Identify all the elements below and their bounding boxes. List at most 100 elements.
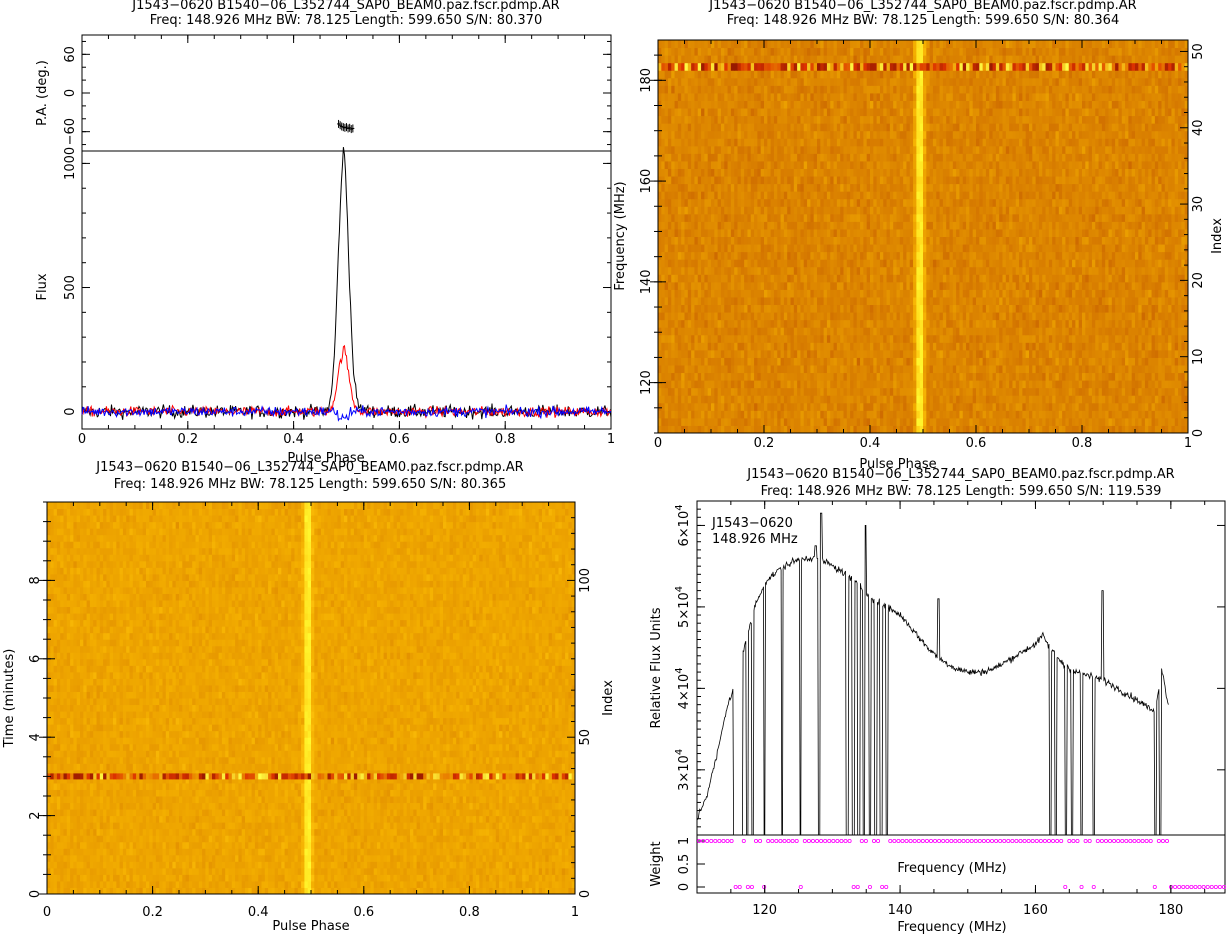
heatmap-cell	[694, 281, 699, 290]
heatmap-cell	[727, 236, 732, 245]
heatmap-cell	[999, 349, 1003, 358]
heatmap-cell	[906, 372, 911, 381]
heatmap-cell	[813, 357, 818, 366]
heatmap-cell	[1065, 244, 1070, 253]
heatmap-cell	[1052, 387, 1056, 396]
heatmap-cell	[717, 289, 722, 298]
heatmap-cell	[674, 281, 679, 290]
heatmap-cell	[1181, 236, 1186, 245]
heatmap-cell	[1052, 296, 1056, 306]
heatmap-cell	[764, 327, 768, 336]
heatmap-cell	[926, 251, 931, 260]
heatmap-cell	[750, 402, 755, 411]
heatmap-cell	[909, 281, 914, 290]
heatmap-cell	[896, 228, 901, 237]
heatmap-cell	[747, 349, 752, 358]
heatmap-cell	[946, 334, 950, 343]
heatmap-cell	[896, 410, 901, 419]
heatmap-cell	[740, 349, 745, 358]
heatmap-cell	[883, 296, 888, 306]
heatmap-cell	[1141, 251, 1146, 260]
heatmap-cell	[1095, 342, 1100, 351]
heatmap-cell	[826, 281, 831, 290]
heatmap-cell	[747, 425, 752, 434]
heatmap-cell	[956, 274, 960, 283]
heatmap-cell	[737, 334, 742, 343]
heatmap-cell	[1091, 251, 1096, 260]
heatmap-cell	[1042, 319, 1047, 328]
heatmap-cell	[1121, 236, 1126, 245]
heatmap-cell	[1048, 274, 1053, 283]
heatmap-cell	[886, 334, 891, 343]
heatmap-cell	[790, 334, 795, 343]
heatmap-cell	[1158, 410, 1162, 419]
heatmap-cell	[886, 259, 891, 268]
heatmap-cell	[767, 281, 772, 290]
heatmap-cell	[840, 312, 844, 321]
heatmap-cell	[1174, 327, 1179, 336]
heatmap-cell	[883, 357, 888, 366]
heatmap-cell	[800, 342, 805, 351]
heatmap-cell	[734, 213, 738, 222]
heatmap-cell	[691, 342, 695, 351]
heatmap-cell	[661, 319, 666, 328]
heatmap-cell	[939, 304, 944, 313]
heatmap-cell	[734, 296, 738, 306]
heatmap-cell	[1025, 417, 1030, 426]
heatmap-cell	[850, 342, 854, 351]
heatmap-cell	[1148, 244, 1153, 253]
heatmap-cell	[1131, 274, 1136, 283]
heatmap-cell	[800, 206, 805, 215]
heatmap-cell	[826, 334, 831, 343]
heatmap-cell	[903, 296, 907, 306]
heatmap-cell	[962, 266, 967, 275]
heatmap-cell	[1062, 221, 1066, 230]
heatmap-cell	[777, 213, 782, 222]
heatmap-cell	[1105, 342, 1109, 351]
heatmap-cell	[1171, 228, 1176, 237]
heatmap-cell	[1164, 244, 1169, 253]
heatmap-cell	[1048, 312, 1053, 321]
heatmap-cell	[1085, 342, 1090, 351]
heatmap-cell	[830, 319, 835, 328]
heatmap-cell	[995, 425, 1000, 434]
heatmap-cell	[691, 327, 695, 336]
heatmap-cell	[860, 327, 864, 336]
heatmap-cell	[1095, 274, 1100, 283]
heatmap-cell	[797, 259, 801, 268]
heatmap-cell	[681, 213, 685, 222]
heatmap-cell	[1045, 221, 1050, 230]
heatmap-cell	[1045, 372, 1050, 381]
heatmap-cell	[916, 274, 921, 283]
heatmap-cell	[1184, 349, 1189, 358]
heatmap-cell	[674, 236, 679, 245]
heatmap-cell	[883, 213, 888, 222]
heatmap-cell	[737, 364, 742, 374]
heatmap-cell	[737, 327, 742, 336]
heatmap-cell	[896, 319, 901, 328]
heatmap-cell	[1168, 228, 1172, 237]
heatmap-cell	[1125, 319, 1129, 328]
heatmap-cell	[671, 402, 676, 411]
heatmap-cell	[793, 213, 798, 222]
heatmap-cell	[770, 410, 775, 419]
heatmap-cell	[1128, 213, 1133, 222]
heatmap-cell	[667, 198, 672, 207]
heatmap-cell	[750, 289, 755, 298]
heatmap-cell	[747, 319, 752, 328]
heatmap-cell	[846, 228, 851, 237]
heatmap-cell	[717, 244, 722, 253]
heatmap-cell	[1151, 304, 1156, 313]
heatmap-cell	[661, 417, 666, 426]
heatmap-cell	[893, 334, 897, 343]
heatmap-cell	[1125, 244, 1129, 253]
heatmap-cell	[830, 221, 835, 230]
heatmap-cell	[985, 304, 990, 313]
heatmap-cell	[767, 357, 772, 366]
heatmap-cell	[1058, 342, 1063, 351]
heatmap-cell	[863, 228, 868, 237]
heatmap-cell	[820, 251, 825, 260]
heatmap-cell	[1148, 372, 1153, 381]
heatmap-cell	[1171, 304, 1176, 313]
heatmap-cell	[1171, 213, 1176, 222]
